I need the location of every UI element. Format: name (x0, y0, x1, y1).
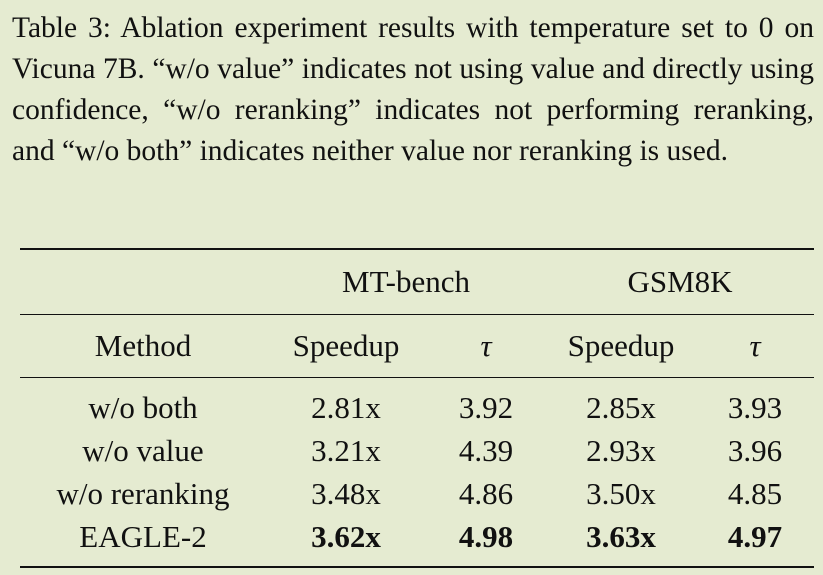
cell-method: w/o reranking (56, 475, 230, 511)
cell-gsm-speedup: 3.63x (586, 518, 656, 554)
table-row: w/o both 2.81x 3.92 2.85x 3.93 (20, 377, 814, 430)
cell-gsm-tau: 4.97 (727, 518, 783, 554)
column-header-row: Method Speedup τ Speedup τ (20, 314, 814, 378)
table-caption: Table 3: Ablation experiment results wit… (12, 12, 814, 167)
group-header-gsm8k: GSM8K (627, 264, 733, 299)
cell-method: w/o both (88, 389, 198, 425)
cell-mt-tau: 4.39 (458, 432, 514, 468)
cell-mt-tau: 4.98 (458, 518, 514, 554)
cell-method: w/o value (82, 432, 204, 468)
header-method: Method (94, 328, 192, 363)
ablation-table-container: MT-bench GSM8K Method Speedup τ Speedup … (20, 248, 814, 568)
cell-mt-speedup: 2.81x (311, 389, 381, 425)
cell-method: EAGLE-2 (79, 518, 207, 554)
group-header-row: MT-bench GSM8K (20, 249, 814, 315)
cell-mt-speedup: 3.62x (311, 518, 381, 554)
header-mt-tau: τ (480, 328, 492, 363)
ablation-table: MT-bench GSM8K Method Speedup τ Speedup … (20, 248, 814, 568)
cell-mt-tau: 3.92 (458, 389, 514, 425)
table-row: EAGLE-2 3.62x 4.98 3.63x 4.97 (20, 515, 814, 567)
cell-mt-speedup: 3.48x (311, 475, 381, 511)
cell-gsm-tau: 3.93 (727, 389, 783, 425)
cell-gsm-speedup: 2.93x (586, 432, 656, 468)
group-header-empty (20, 249, 266, 315)
cell-gsm-tau: 3.96 (727, 432, 783, 468)
cell-mt-speedup: 3.21x (311, 432, 381, 468)
header-gsm-speedup: Speedup (567, 328, 675, 363)
cell-gsm-tau: 4.85 (727, 475, 783, 511)
table-row: w/o reranking 3.48x 4.86 3.50x 4.85 (20, 472, 814, 515)
header-mt-speedup: Speedup (292, 328, 400, 363)
cell-gsm-speedup: 3.50x (586, 475, 656, 511)
table-row: w/o value 3.21x 4.39 2.93x 3.96 (20, 429, 814, 472)
cell-gsm-speedup: 2.85x (586, 389, 656, 425)
group-header-mt-bench: MT-bench (342, 264, 470, 299)
cell-mt-tau: 4.86 (458, 475, 514, 511)
header-gsm-tau: τ (749, 328, 761, 363)
